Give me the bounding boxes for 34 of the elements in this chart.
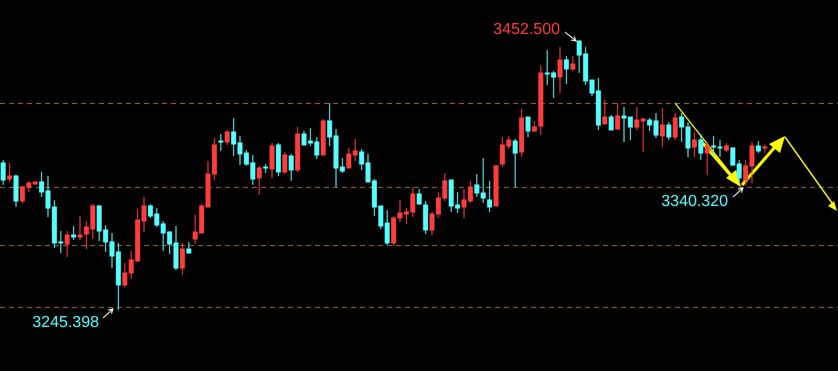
candlestick <box>78 216 82 240</box>
candlestick <box>704 141 710 176</box>
candlestick <box>71 226 76 240</box>
candlestick <box>608 114 614 130</box>
candlestick <box>602 99 608 124</box>
text: 3452.500 <box>493 21 560 38</box>
candlestick <box>186 241 192 254</box>
candlestick <box>270 142 274 178</box>
candlestick <box>256 165 262 196</box>
candlestick <box>660 108 665 148</box>
candlestick <box>692 132 697 158</box>
text: 3245.398 <box>32 314 100 331</box>
candlestick <box>288 153 294 182</box>
candlestick <box>512 138 518 188</box>
annotation: 3340.320 <box>661 193 728 210</box>
candlestick <box>180 242 185 276</box>
candlestick <box>416 188 422 205</box>
candlestick <box>7 162 12 182</box>
candlestick <box>756 140 761 154</box>
candlestick <box>666 122 672 140</box>
candlestick <box>615 102 620 130</box>
candlestick <box>698 133 704 160</box>
candlestick <box>532 120 537 133</box>
candlestick <box>672 112 678 140</box>
candlestick <box>558 46 562 94</box>
candlestick <box>570 56 576 72</box>
candlestick <box>224 129 230 146</box>
candlestick <box>218 133 224 152</box>
candlestick <box>64 230 70 258</box>
candlestick <box>487 180 492 212</box>
candlestick <box>282 151 288 175</box>
candlestick <box>0 159 6 186</box>
candlestick <box>526 116 530 138</box>
candlestick <box>564 56 569 84</box>
